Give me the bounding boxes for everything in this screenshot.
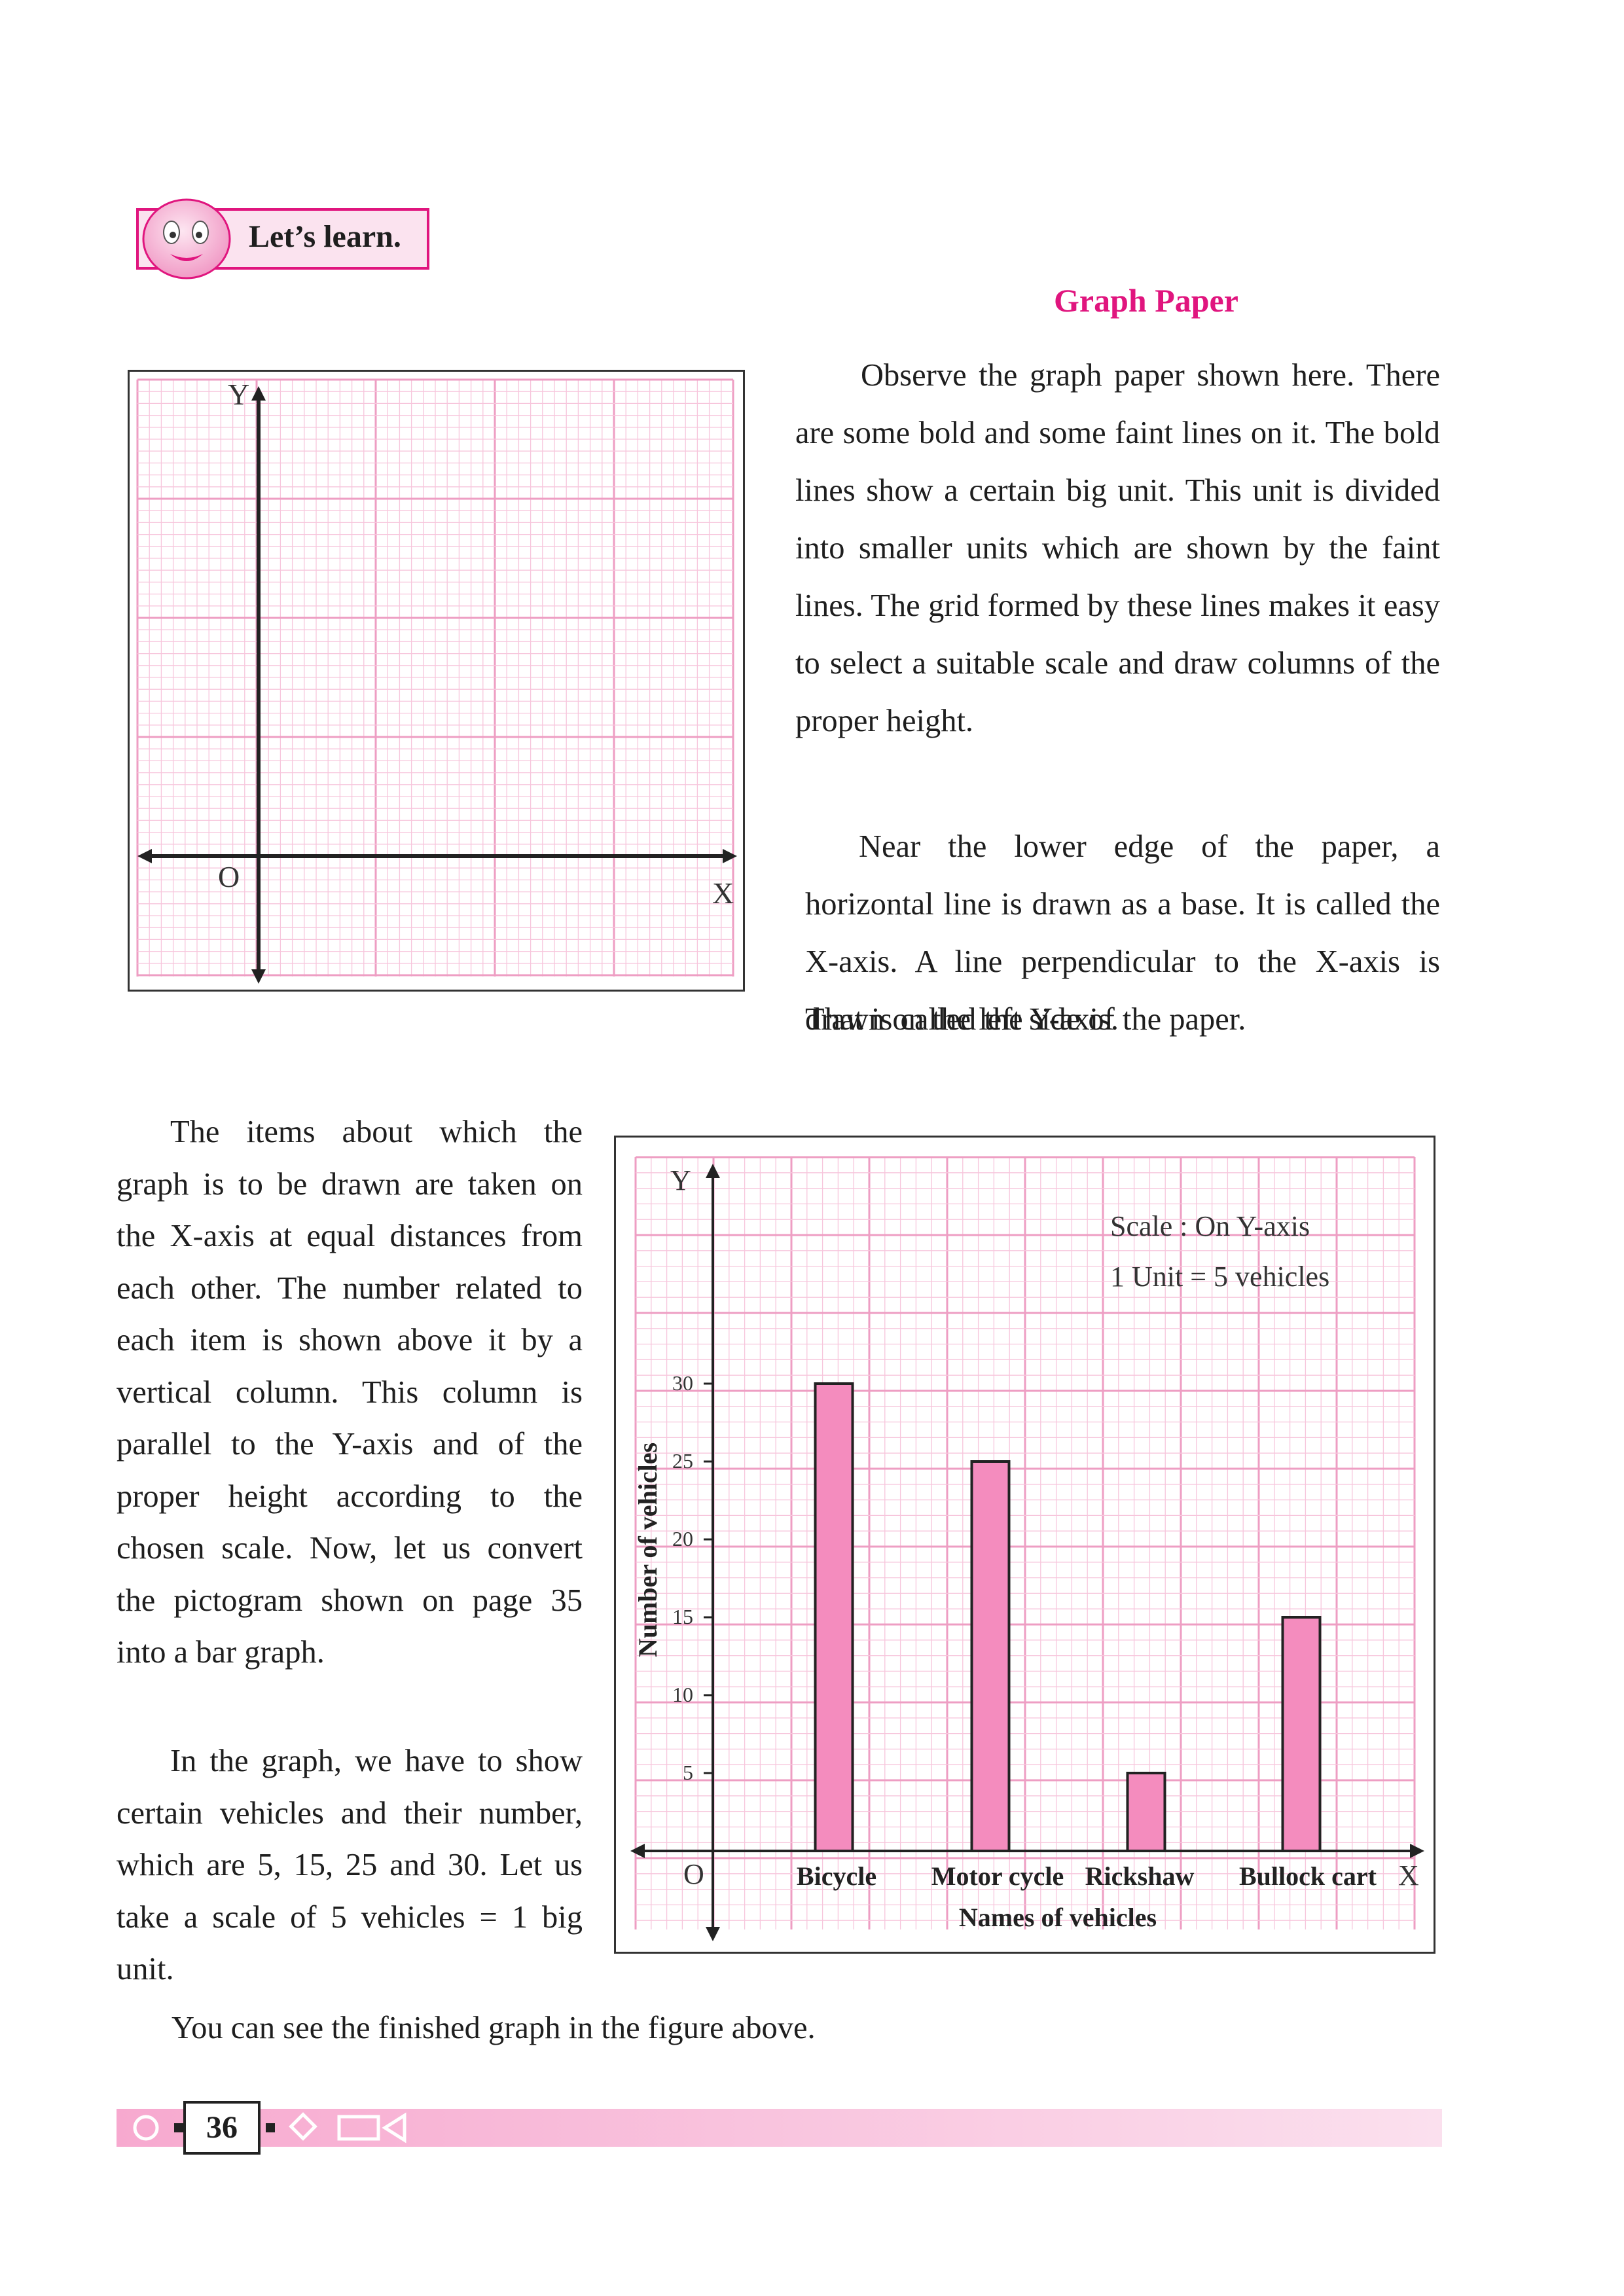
x-axis-letter: X — [1398, 1859, 1419, 1892]
rectangle-shape-icon — [337, 2115, 380, 2141]
category-label: Bullock cart — [1239, 1861, 1377, 1891]
x-axis-arrow-icon — [723, 849, 737, 863]
y-tick-label: 5 — [683, 1761, 693, 1784]
bar-bicycle — [814, 1382, 854, 1852]
bar-rickshaw — [1126, 1772, 1166, 1852]
graph-paper-svg: Y O X — [130, 372, 743, 990]
bar-chart: 5 10 15 20 25 30 Bicycle Motor cycle Rickshaw Bul… — [616, 1138, 1434, 1952]
scale-explanation-paragraph: In the graph, we have to show certain ve… — [117, 1744, 583, 1986]
y-axis-letter: Y — [228, 378, 249, 411]
y-axis-arrow-down-icon — [251, 969, 266, 984]
axes-paragraph: Near the lower edge of the paper, a hori… — [805, 829, 1440, 1037]
circle-shape-icon — [133, 2115, 159, 2141]
category-label: Rickshaw — [1085, 1861, 1195, 1891]
bar-motor-cycle — [970, 1460, 1011, 1852]
scale-note-line2: 1 Unit = 5 vehicles — [1110, 1261, 1329, 1293]
origin-label: O — [683, 1858, 704, 1890]
x-axis-arrow-left-icon — [630, 1844, 645, 1858]
lets-learn-label: Let’s learn. — [249, 219, 401, 254]
triangle-shape-icon — [382, 2112, 406, 2144]
y-tick-label: 15 — [672, 1605, 693, 1628]
bar-bullock-cart — [1281, 1616, 1322, 1852]
page-number: 36 — [183, 2101, 261, 2155]
y-tick-label: 20 — [672, 1527, 693, 1551]
y-tick-label: 25 — [672, 1449, 693, 1473]
origin-label: O — [218, 860, 240, 893]
y-axis-arrow-icon — [706, 1164, 720, 1178]
y-tick-label: 10 — [672, 1683, 693, 1706]
x-axis-arrow-icon — [1410, 1844, 1424, 1858]
bar-graph-figure: 5 10 15 20 25 30 Bicycle Motor cycle Rickshaw Bul… — [614, 1136, 1435, 1954]
footer-band — [117, 2109, 1442, 2147]
diamond-shape-icon — [289, 2112, 317, 2141]
smiley-face-icon — [142, 198, 231, 279]
y-axis-title: Number of vehicles — [633, 1443, 662, 1657]
y-axis-arrow-down-icon — [706, 1927, 720, 1941]
finished-graph-sentence: You can see the finished graph in the fi… — [171, 2011, 816, 2045]
scale-note-line1: Scale : On Y-axis — [1110, 1210, 1310, 1242]
category-label: Bicycle — [797, 1861, 876, 1891]
graph-paper-figure: Y O X — [128, 370, 745, 992]
x-axis-letter: X — [712, 876, 734, 910]
axes-paragraph-end: That is called the Y-axis. — [805, 1002, 1119, 1037]
x-axis-title: Names of vehicles — [959, 1903, 1157, 1932]
section-title: Graph Paper — [1054, 282, 1238, 319]
y-tick-label: 30 — [672, 1371, 693, 1395]
graph-paper-paragraph: Observe the graph paper shown here. Ther… — [795, 358, 1440, 738]
x-axis-arrow-left-icon — [137, 849, 152, 863]
y-axis-letter: Y — [670, 1164, 691, 1196]
grid — [136, 378, 734, 977]
category-label: Motor cycle — [931, 1861, 1064, 1891]
bar-explanation-paragraph: The items about which the graph is to be… — [117, 1115, 583, 1670]
y-axis-arrow-icon — [251, 386, 266, 401]
